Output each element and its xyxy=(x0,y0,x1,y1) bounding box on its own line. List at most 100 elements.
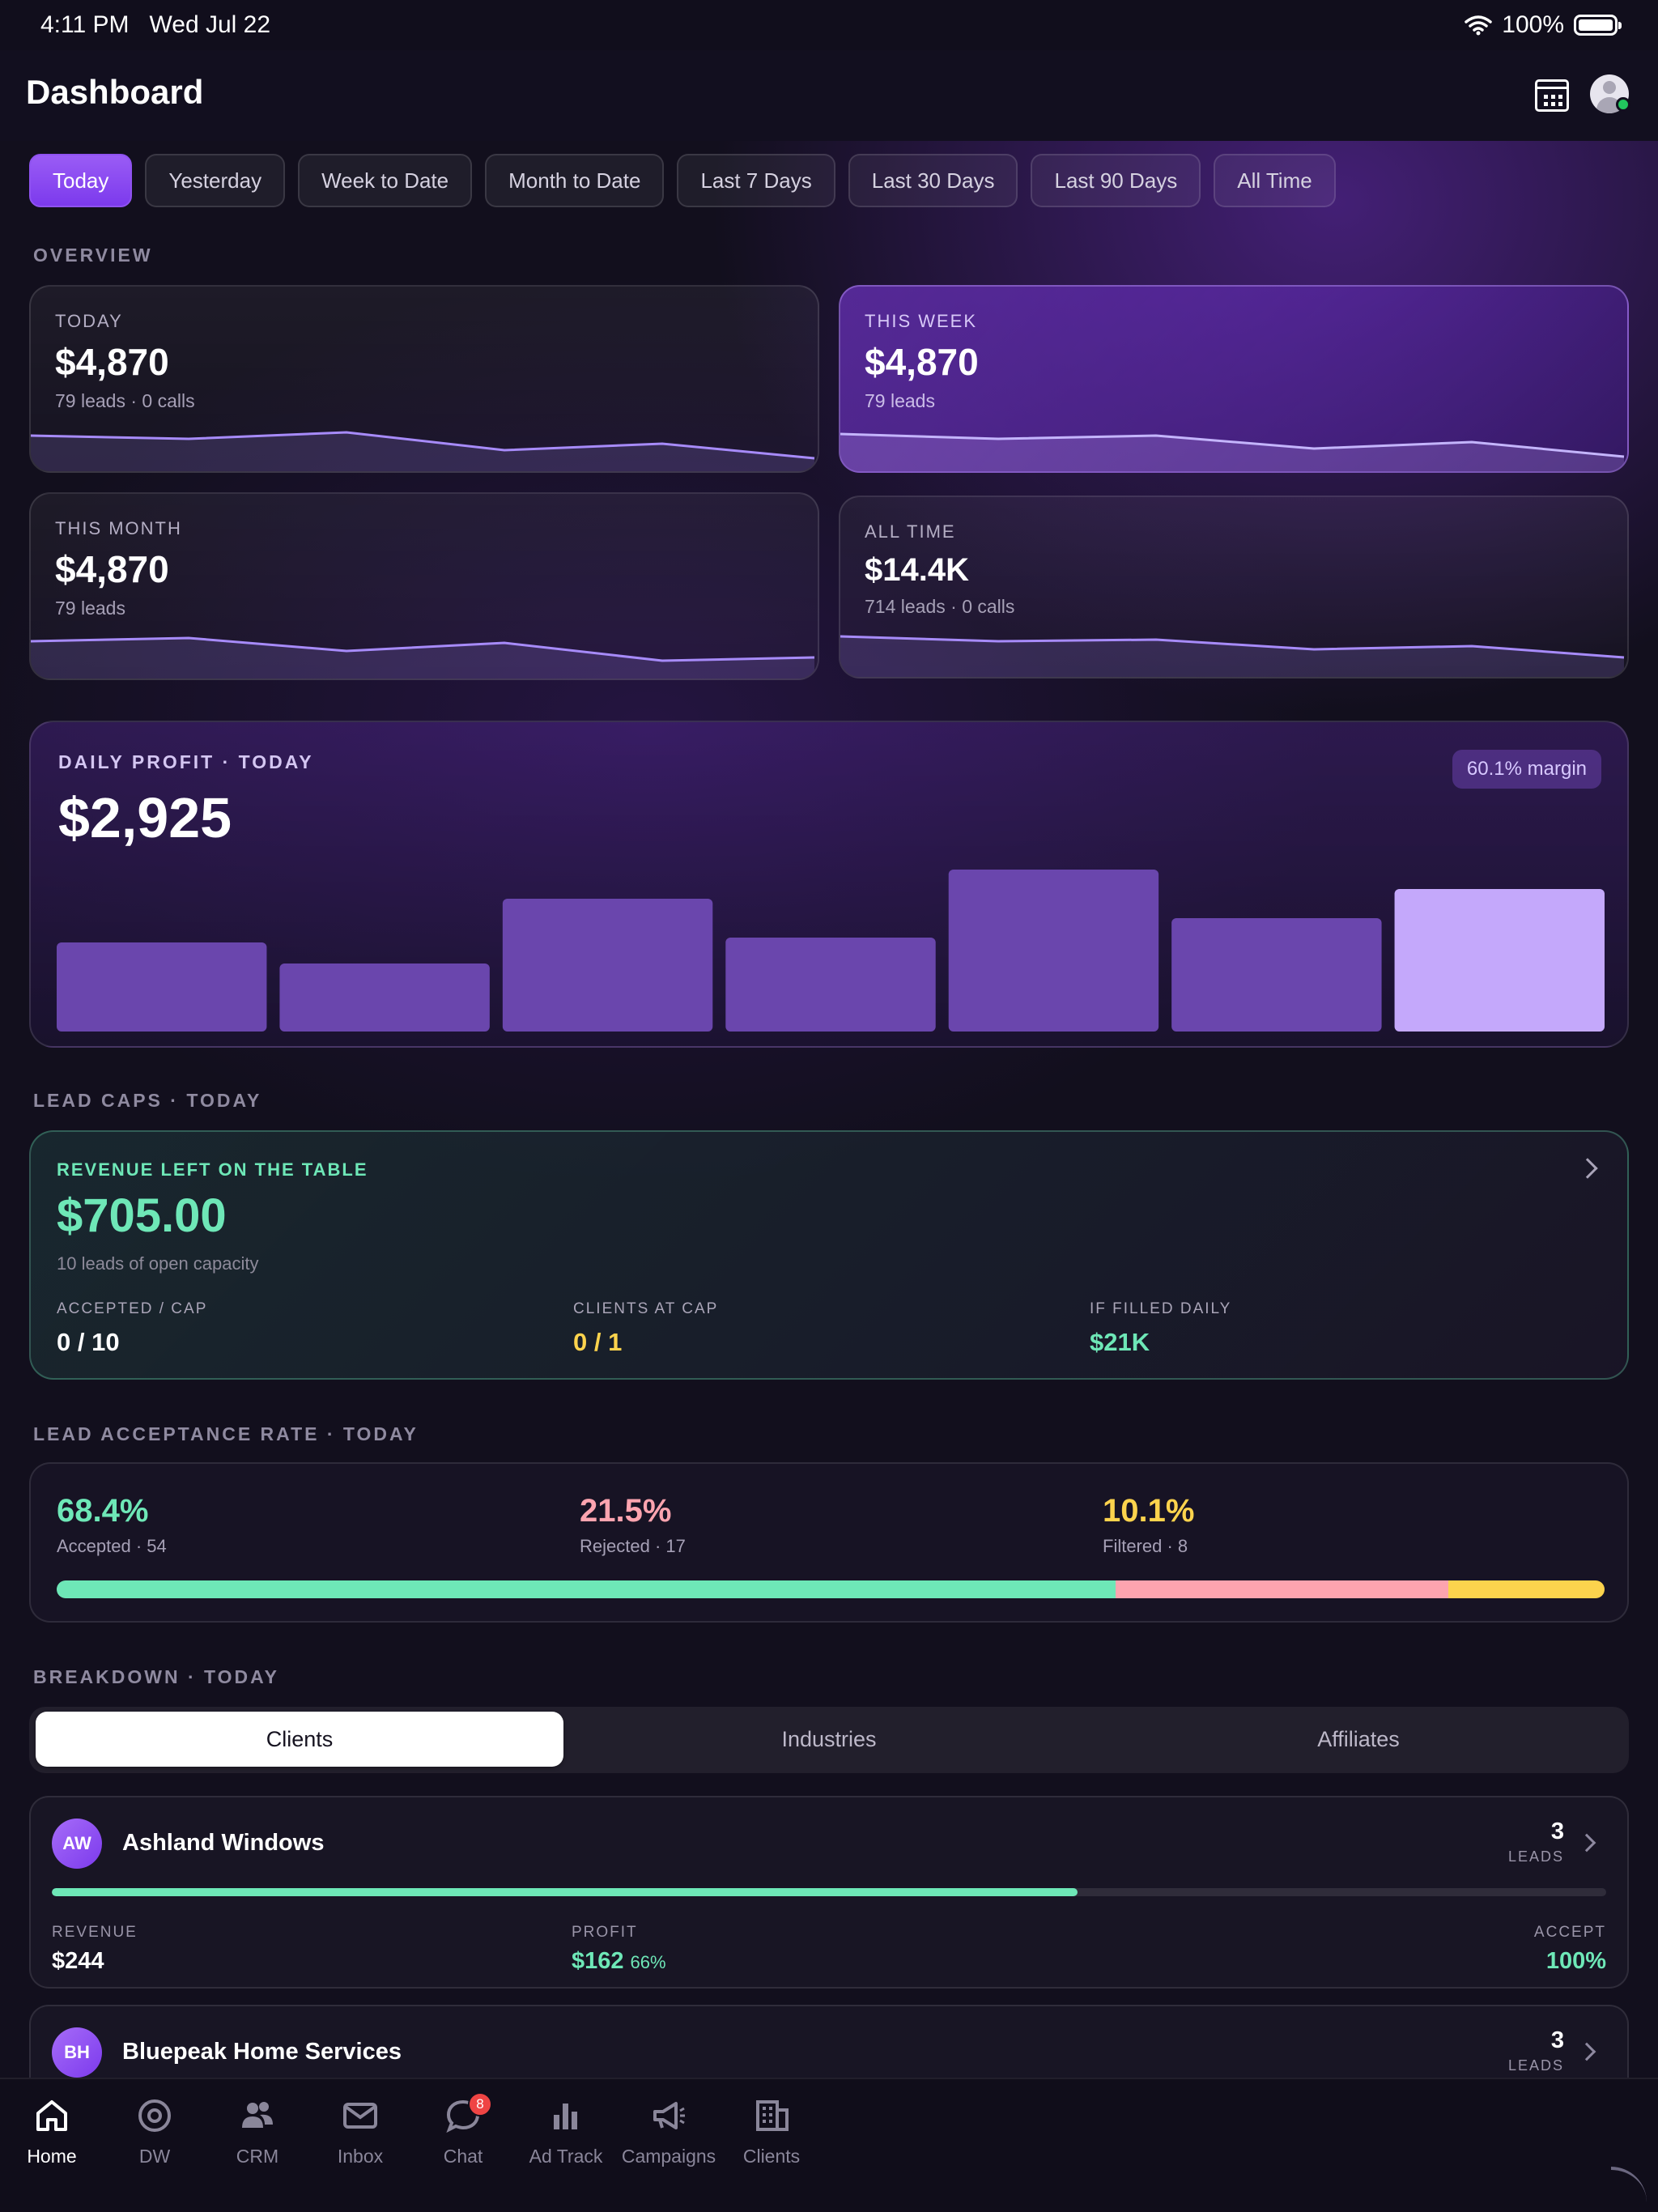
tab-affiliates[interactable]: Affiliates xyxy=(1317,1726,1400,1751)
overview-section-label: OVERVIEW xyxy=(33,245,153,266)
online-status-dot xyxy=(1616,97,1630,112)
card-subtitle: 79 leads · 0 calls xyxy=(55,390,195,411)
card-label: TODAY xyxy=(55,311,123,331)
filter-week-to-date[interactable]: Week to Date xyxy=(298,154,473,207)
client-accept: ACCEPT 100% xyxy=(1533,1924,1606,1974)
card-label: ALL TIME xyxy=(865,521,956,542)
tab-chat[interactable]: 8 Chat xyxy=(411,2092,515,2167)
tab-industries[interactable]: Industries xyxy=(781,1726,877,1751)
client-name: Ashland Windows xyxy=(122,1830,325,1856)
daily-profit-label: DAILY PROFIT · TODAY xyxy=(58,751,314,772)
tab-campaigns[interactable]: Campaigns xyxy=(617,2097,721,2167)
tab-clients[interactable]: Clients xyxy=(720,2097,823,2167)
wifi-icon xyxy=(1465,15,1493,36)
client-leads: 3 LEADS xyxy=(1507,1819,1564,1865)
overview-card-this-month[interactable]: THIS MONTH $4,870 79 leads xyxy=(29,492,819,680)
breakdown-section-label: BREAKDOWN · TODAY xyxy=(33,1666,280,1687)
client-row[interactable]: AW Ashland Windows 3 LEADS REVENUE $244 … xyxy=(29,1796,1629,1989)
calendar-icon[interactable] xyxy=(1535,79,1569,112)
battery-percent: 100% xyxy=(1502,11,1564,38)
at-sign-icon xyxy=(138,2099,171,2132)
client-avatar: AW xyxy=(52,1819,102,1869)
daily-profit-card[interactable]: DAILY PROFIT · TODAY $2,925 60.1% margin xyxy=(29,721,1629,1048)
overview-card-this-week[interactable]: THIS WEEK $4,870 79 leads xyxy=(839,285,1629,473)
filtered-stat: 10.1% Filtered · 8 xyxy=(1103,1493,1195,1556)
home-icon xyxy=(36,2100,67,2131)
accepted-cap-stat: ACCEPTED / CAP 0 / 10 xyxy=(57,1300,208,1356)
envelope-icon xyxy=(343,2103,377,2129)
rejected-stat: 21.5% Rejected · 17 xyxy=(580,1493,686,1556)
rejected-segment xyxy=(1115,1580,1448,1598)
breakdown-segmented-control: Clients Industries Affiliates xyxy=(29,1707,1629,1773)
card-subtitle: 714 leads · 0 calls xyxy=(865,596,1015,617)
tab-dw[interactable]: DW xyxy=(103,2097,206,2167)
bar-chart-icon xyxy=(554,2104,577,2129)
tab-ad-track[interactable]: Ad Track xyxy=(514,2097,618,2167)
filter-last-30-days[interactable]: Last 30 Days xyxy=(848,154,1018,207)
card-value: $4,870 xyxy=(55,341,169,383)
client-progress-bar xyxy=(52,1888,1606,1896)
people-icon xyxy=(242,2102,273,2128)
building-icon xyxy=(756,2100,789,2131)
daily-profit-bar-chart xyxy=(57,870,1605,1032)
profit-bar xyxy=(279,963,490,1032)
accepted-segment xyxy=(57,1580,1116,1598)
filter-last-90-days[interactable]: Last 90 Days xyxy=(1031,154,1201,207)
tab-home[interactable]: Home xyxy=(0,2097,104,2167)
filter-last-7-days[interactable]: Last 7 Days xyxy=(677,154,835,207)
bottom-tab-bar: Home DW CRM Inbox 8 Chat Ad Track xyxy=(0,2078,1658,2212)
revenue-left-value: $705.00 xyxy=(57,1189,227,1242)
status-bar: 4:11 PM Wed Jul 22 100% xyxy=(0,0,1658,50)
overview-card-all-time[interactable]: ALL TIME $14.4K 714 leads · 0 calls xyxy=(839,496,1629,678)
profit-bar xyxy=(502,899,713,1032)
client-name: Bluepeak Home Services xyxy=(122,2039,402,2065)
chevron-right-icon[interactable] xyxy=(1577,1158,1598,1179)
card-value: $4,870 xyxy=(55,548,169,590)
date-filter-bar: Today Yesterday Week to Date Month to Da… xyxy=(29,154,1336,207)
filter-yesterday[interactable]: Yesterday xyxy=(145,154,286,207)
client-leads: 3 LEADS xyxy=(1507,2027,1564,2074)
overview-card-today[interactable]: TODAY $4,870 79 leads · 0 calls xyxy=(29,285,819,473)
card-value: $4,870 xyxy=(865,341,979,383)
filter-all-time[interactable]: All Time xyxy=(1214,154,1336,207)
tab-inbox[interactable]: Inbox xyxy=(308,2097,412,2167)
acceptance-section-label: LEAD ACCEPTANCE RATE · TODAY xyxy=(33,1423,419,1444)
tab-crm[interactable]: CRM xyxy=(206,2097,309,2167)
app-header: Dashboard xyxy=(0,50,1658,141)
sparkline xyxy=(840,635,1625,677)
megaphone-icon xyxy=(653,2102,685,2129)
card-label: THIS MONTH xyxy=(55,518,182,538)
card-label: THIS WEEK xyxy=(865,311,978,331)
profit-bar xyxy=(57,942,267,1032)
chevron-right-icon[interactable] xyxy=(1577,1833,1596,1853)
sparkline xyxy=(840,432,1625,471)
card-value: $14.4K xyxy=(865,552,969,588)
tab-clients[interactable]: Clients xyxy=(36,1712,563,1767)
sparkline xyxy=(31,636,815,678)
status-time: 4:11 PM Wed Jul 22 xyxy=(40,11,271,38)
if-filled-daily-stat: IF FILLED DAILY $21K xyxy=(1090,1300,1232,1356)
acceptance-rate-card: 68.4% Accepted · 54 21.5% Rejected · 17 … xyxy=(29,1462,1629,1623)
profit-bar xyxy=(1394,889,1605,1032)
open-capacity-text: 10 leads of open capacity xyxy=(57,1253,259,1274)
lead-caps-card[interactable]: REVENUE LEFT ON THE TABLE $705.00 10 lea… xyxy=(29,1130,1629,1380)
card-subtitle: 79 leads xyxy=(55,598,125,619)
profit-bar xyxy=(1171,918,1382,1032)
profit-bar xyxy=(948,870,1159,1032)
revenue-left-label: REVENUE LEFT ON THE TABLE xyxy=(57,1159,368,1180)
battery-icon xyxy=(1574,15,1622,36)
profit-bar xyxy=(725,938,936,1032)
status-indicators: 100% xyxy=(1465,11,1622,39)
sparkline xyxy=(31,431,815,471)
filter-today[interactable]: Today xyxy=(29,154,133,207)
chat-unread-badge: 8 xyxy=(468,2092,492,2116)
lead-caps-section-label: LEAD CAPS · TODAY xyxy=(33,1090,262,1111)
chevron-right-icon[interactable] xyxy=(1577,2042,1596,2061)
filter-month-to-date[interactable]: Month to Date xyxy=(485,154,665,207)
filtered-segment xyxy=(1448,1580,1605,1598)
clients-at-cap-stat: CLIENTS AT CAP 0 / 1 xyxy=(573,1300,719,1356)
page-title: Dashboard xyxy=(26,73,204,111)
accepted-stat: 68.4% Accepted · 54 xyxy=(57,1493,167,1556)
card-subtitle: 79 leads xyxy=(865,390,935,411)
acceptance-stacked-bar xyxy=(57,1580,1605,1598)
